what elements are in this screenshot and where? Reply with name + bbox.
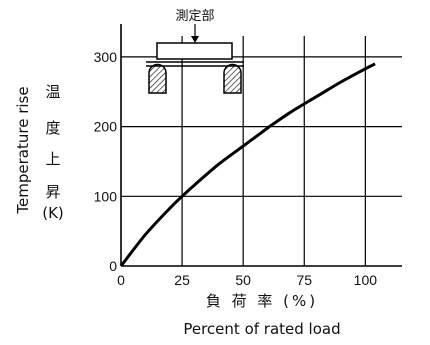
y-ticks: 0 100 200 300	[94, 49, 118, 274]
axes	[120, 24, 402, 267]
y-axis-label-jp-1: 温	[45, 83, 60, 101]
x-tick-label: 100	[354, 272, 378, 288]
x-axis-label-en: Percent of rated load	[183, 320, 340, 338]
y-axis-unit: (K)	[42, 204, 64, 222]
inset-block	[156, 42, 233, 60]
inset-diagram: 測定部	[146, 9, 244, 94]
x-ticks: 0 25 50 75 100	[117, 272, 377, 288]
y-tick-label: 200	[94, 119, 118, 135]
y-tick-label: 300	[94, 49, 118, 65]
x-tick-label: 50	[235, 272, 251, 288]
inset-label: 測定部	[175, 9, 214, 24]
y-axis-label-jp-4: 昇	[45, 183, 60, 201]
inset-left-support	[148, 63, 167, 94]
x-tick-label: 75	[296, 272, 312, 288]
y-axis-label-en: Temperature rise	[14, 86, 32, 214]
inset-arrow-head	[191, 36, 199, 43]
series-line	[119, 62, 376, 267]
inset-right-support	[223, 63, 242, 94]
y-tick-label: 0	[109, 258, 117, 274]
y-tick-label: 100	[94, 188, 118, 204]
y-axis-label-jp-2: 度	[45, 119, 60, 137]
x-tick-label: 0	[117, 272, 125, 288]
y-axis-label-jp-3: 上	[45, 150, 60, 168]
x-tick-label: 25	[174, 272, 190, 288]
x-axis-label-jp: 負 荷 率 (%)	[206, 292, 318, 310]
